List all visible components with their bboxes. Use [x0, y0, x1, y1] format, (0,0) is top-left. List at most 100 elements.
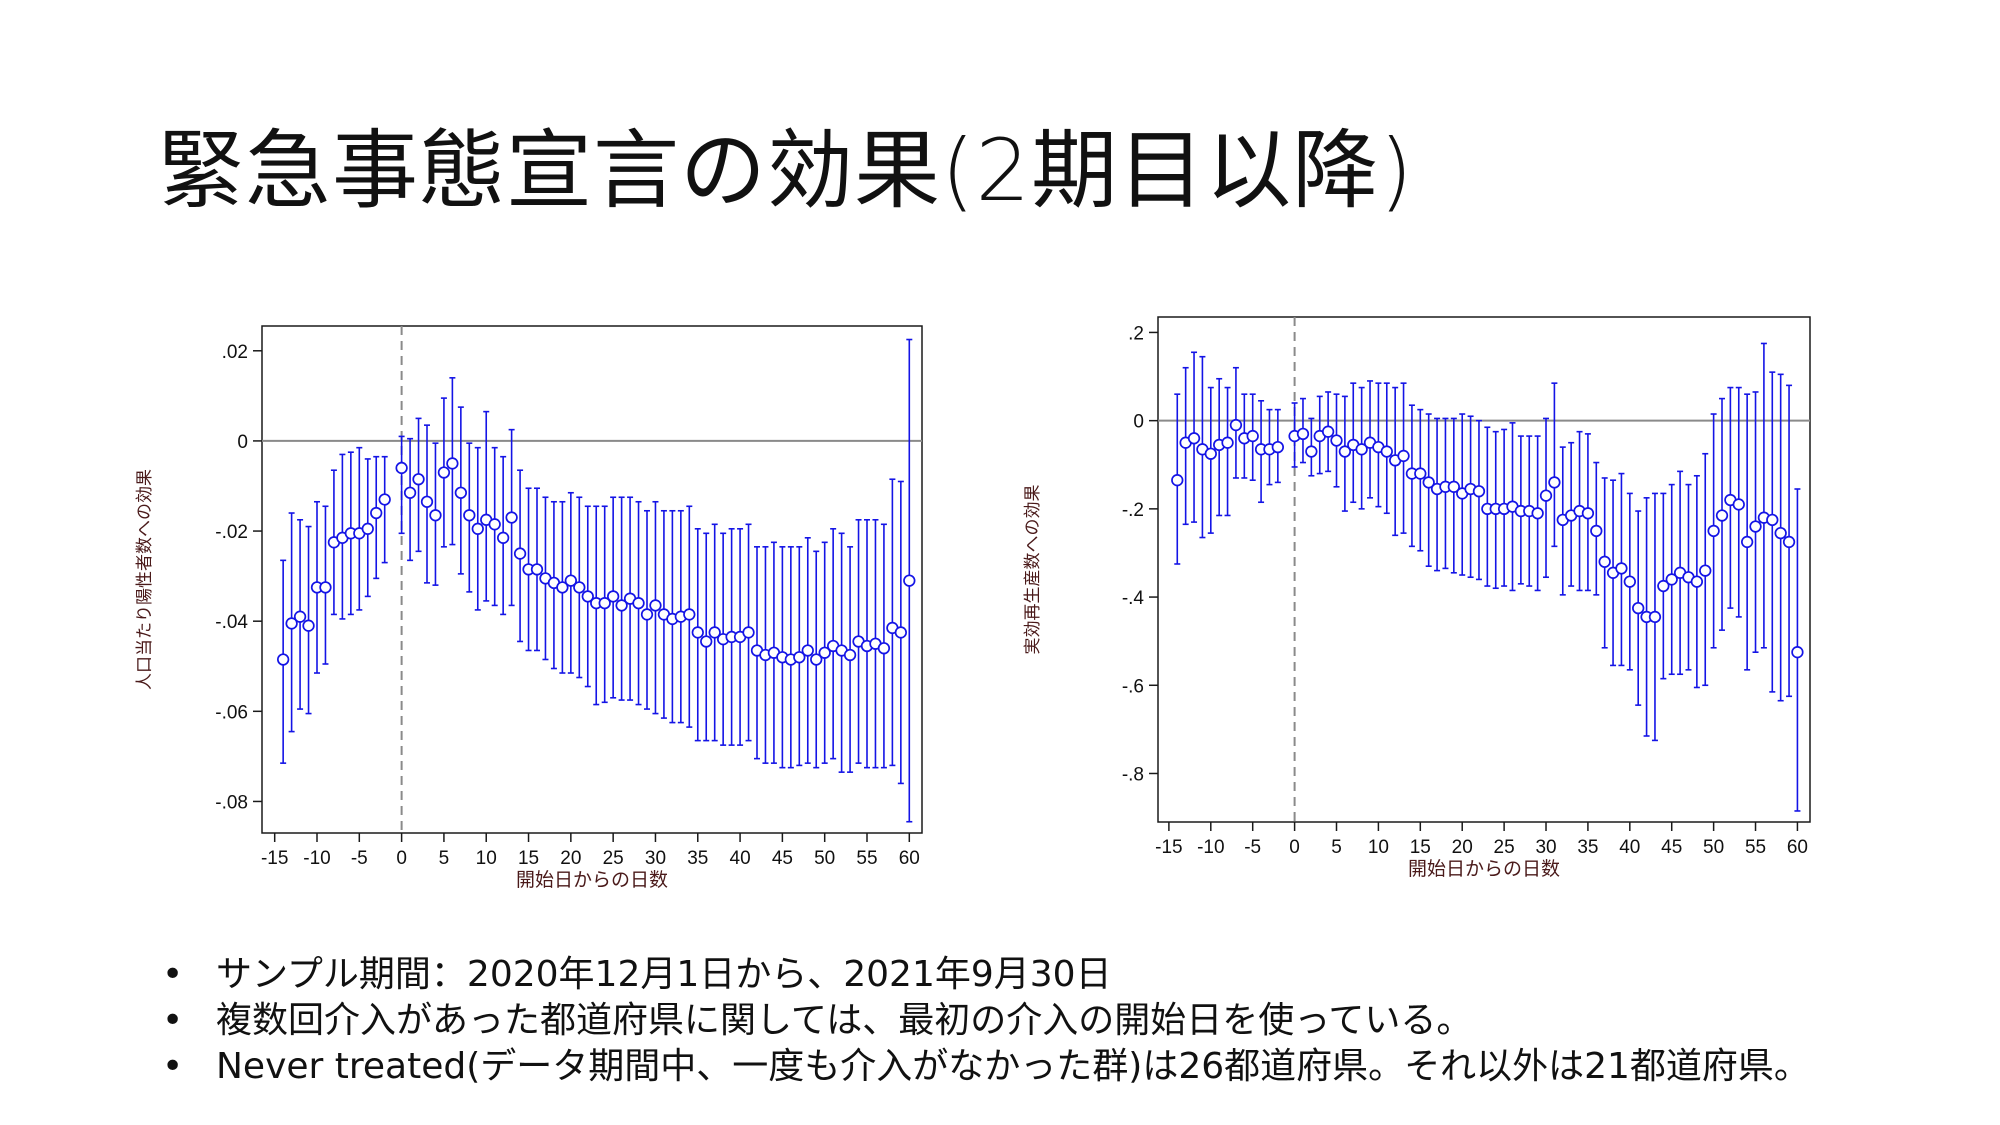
point-estimate: [1623, 575, 1636, 588]
y-tick-label: -.6: [1122, 676, 1144, 697]
x-tick-label: 50: [814, 848, 835, 869]
point-estimate: [1548, 476, 1561, 489]
point-estimate: [691, 626, 704, 639]
point-estimate: [412, 473, 425, 486]
x-tick-label: 50: [1703, 837, 1724, 858]
point-estimate: [1229, 418, 1243, 432]
point-estimate: [1338, 445, 1352, 458]
x-tick-label: 60: [899, 848, 920, 869]
x-axis-title: 開始日からの日数: [516, 869, 668, 891]
x-tick-label: 55: [856, 848, 877, 869]
point-estimate: [1531, 507, 1544, 520]
point-estimate: [488, 518, 501, 531]
point-estimate: [1246, 429, 1259, 443]
point-estimate: [1539, 489, 1553, 502]
point-estimate: [1774, 526, 1787, 540]
point-estimate: [1590, 524, 1603, 538]
x-tick-label: 25: [603, 848, 624, 869]
point-estimate: [894, 626, 907, 639]
y-tick-label: -.02: [215, 522, 248, 543]
point-estimate: [1699, 564, 1712, 577]
point-estimate: [1732, 498, 1745, 511]
point-estimate: [1171, 474, 1184, 487]
point-estimate: [640, 608, 654, 621]
y-axis-title: 実効再生産数への効果: [1023, 485, 1043, 655]
point-estimate: [429, 509, 442, 522]
point-estimate: [581, 590, 594, 603]
x-tick-label: 0: [396, 848, 407, 869]
point-estimate: [513, 547, 527, 560]
point-estimate: [1296, 427, 1310, 441]
point-estimate: [793, 651, 806, 664]
x-tick-label: 15: [518, 848, 539, 869]
x-tick-label: 60: [1787, 837, 1808, 858]
x-tick-label: 0: [1289, 837, 1300, 858]
point-estimate: [395, 461, 408, 475]
y-tick-label: 0: [237, 432, 248, 453]
chart-reproduction-number-effect: .2 0 -.2 -.4 -.6 -.8 -15 -10 -5 0 5 10 15 20 25 30 35 40 4…: [1023, 316, 1811, 880]
x-tick-label: 20: [560, 848, 581, 869]
point-estimate: [505, 511, 518, 524]
x-axis-title: 開始日からの日数: [1408, 858, 1560, 880]
point-estimate: [319, 581, 332, 594]
plot-frame: [261, 325, 923, 834]
x-tick-label: 10: [1368, 837, 1389, 858]
x-tick-label: -15: [1155, 837, 1182, 858]
point-estimate: [1648, 610, 1662, 624]
x-tick-label: -10: [303, 848, 330, 869]
point-estimate: [1187, 432, 1201, 445]
point-estimate: [1321, 425, 1335, 438]
point-estimate: [471, 522, 484, 535]
point-estimate: [556, 581, 569, 594]
point-estimate: [649, 599, 662, 612]
x-tick-label: 45: [1661, 837, 1682, 858]
point-estimate: [302, 619, 315, 632]
x-tick-label: -5: [351, 848, 368, 869]
x-tick-label: 45: [772, 848, 793, 869]
point-estimate: [1447, 480, 1460, 493]
point-estimate: [843, 648, 857, 662]
point-estimate: [403, 486, 417, 499]
x-tick-label: 15: [1410, 837, 1431, 858]
point-estimate: [285, 617, 298, 630]
point-estimate: [1221, 436, 1234, 449]
point-estimate: [446, 457, 459, 470]
x-tick-label: 35: [1577, 837, 1598, 858]
note-text: Never treated(データ期間中、一度も介入がなかった群)は26都道府県…: [216, 1046, 1810, 1087]
point-estimate: [801, 644, 814, 657]
bullet-marker: •: [162, 1046, 184, 1087]
x-tick-label: -15: [261, 848, 288, 869]
note-never-treated: • Never treated(データ期間中、一度も介入がなかった群)は26都道府…: [160, 1044, 1810, 1090]
y-axis-title: 人口当たり陽性者数への効果: [135, 469, 155, 690]
point-estimate: [810, 653, 823, 666]
point-estimate: [708, 626, 721, 639]
point-estimate: [818, 646, 831, 659]
point-estimate: [497, 531, 510, 544]
point-estimate: [293, 610, 307, 623]
point-estimate: [1271, 440, 1284, 454]
point-estimate: [1615, 562, 1628, 575]
x-tick-label: -10: [1197, 837, 1224, 858]
x-tick-label: 30: [1535, 837, 1556, 858]
point-estimate: [1690, 575, 1704, 588]
point-estimate: [361, 522, 374, 535]
series-estimates: [1171, 342, 1804, 812]
note-first-intervention: • 複数回介入があった都道府県に関しては、最初の介入の開始日を使っている。: [160, 998, 1810, 1044]
point-estimate: [1581, 507, 1595, 520]
point-estimate: [1422, 476, 1435, 489]
y-tick-label: -.8: [1122, 764, 1144, 785]
notes-list: • サンプル期間：2020年12月1日から、2021年9月30日 • 複数回介入があ…: [160, 952, 1810, 1090]
y-tick-label: -.08: [215, 792, 248, 813]
x-tick-label: 20: [1452, 837, 1473, 858]
point-estimate: [1707, 524, 1720, 538]
y-tick-label: -.04: [215, 612, 248, 633]
point-estimate: [607, 590, 620, 603]
point-estimate: [1791, 646, 1804, 659]
point-estimate: [615, 599, 628, 612]
y-tick-label: -.2: [1122, 500, 1144, 521]
point-estimate: [573, 581, 586, 594]
y-tick-label: .02: [222, 342, 248, 363]
y-tick-label: .2: [1128, 323, 1144, 344]
point-estimate: [877, 642, 891, 655]
point-estimate: [437, 466, 451, 479]
